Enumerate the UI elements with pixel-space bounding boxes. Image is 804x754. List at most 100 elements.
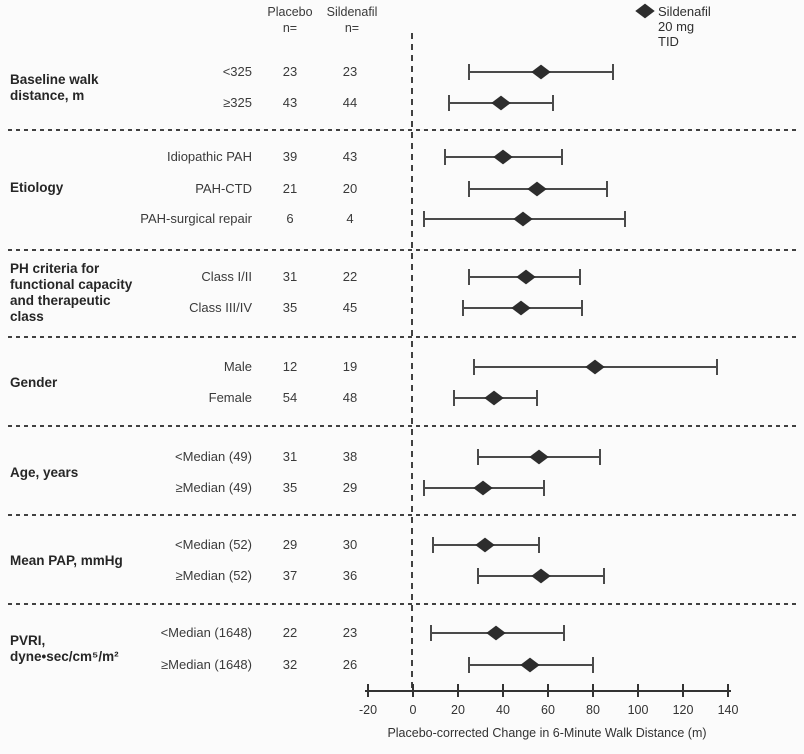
category-label-line: Etiology — [10, 180, 64, 196]
axis-tick-label: 120 — [672, 703, 694, 717]
placebo-n-value: 43 — [282, 95, 298, 110]
diamond-icon — [635, 3, 655, 19]
category-label-line: distance, m — [10, 87, 85, 103]
estimate-diamond-icon — [513, 211, 533, 227]
category-label: PVRI, dyne•sec/cm⁵/m² — [10, 633, 225, 665]
sildenafil-n-label: n= — [344, 21, 360, 35]
ci-cap-right — [580, 300, 583, 316]
ci-cap-right — [551, 95, 554, 111]
ci-cap-left — [468, 269, 471, 285]
placebo-n-label: n= — [282, 21, 298, 35]
ci-cap-right — [542, 480, 545, 496]
category-label-line: Baseline walk — [10, 71, 99, 87]
placebo-n-value: 29 — [282, 537, 298, 552]
sildenafil-n-value: 19 — [342, 359, 358, 374]
section-separator — [8, 603, 798, 605]
subgroup-label: Male — [223, 359, 252, 374]
category-label: Mean PAP, mmHg — [10, 553, 225, 569]
sildenafil-n-value: 22 — [342, 269, 358, 284]
estimate-diamond-icon — [527, 181, 547, 197]
estimate-diamond-icon — [473, 480, 493, 496]
placebo-n-value: 31 — [282, 449, 298, 464]
sildenafil-n-value: 23 — [342, 64, 358, 79]
subgroup-label: Female — [208, 390, 252, 405]
section-separator — [8, 336, 798, 338]
ci-cap-right — [592, 657, 594, 673]
ci-cap-right — [538, 537, 540, 553]
category-label-line: dyne•sec/cm⁵/m² — [10, 649, 119, 664]
estimate-diamond-icon — [484, 390, 504, 406]
placebo-n-value: 22 — [282, 625, 298, 640]
subgroup-label: <Median (52) — [175, 537, 252, 552]
sildenafil-n-value: 38 — [342, 449, 358, 464]
section-separator — [8, 514, 798, 516]
subgroup-label: <Median (49) — [175, 449, 252, 464]
placebo-n-value: 35 — [282, 300, 298, 315]
placebo-n-value: 12 — [282, 359, 298, 374]
ci-cap-right — [605, 181, 608, 197]
section-separator — [8, 425, 798, 427]
ci-cap-left — [448, 95, 450, 111]
zero-reference-line — [411, 33, 413, 691]
placebo-n-value: 54 — [282, 390, 298, 405]
estimate-diamond-icon — [520, 657, 540, 673]
ci-cap-left — [430, 625, 432, 641]
ci-cap-left — [461, 300, 464, 316]
estimate-diamond-icon — [486, 625, 506, 641]
category-label-line: and therapeutic — [10, 292, 111, 308]
estimate-diamond-icon — [491, 95, 511, 111]
ci-cap-right — [603, 568, 606, 584]
axis-tick-label: 60 — [541, 703, 555, 717]
section-separator — [8, 129, 798, 131]
subgroup-label: Idiopathic PAH — [166, 149, 252, 164]
estimate-diamond-icon — [515, 269, 536, 285]
ci-cap-left — [472, 359, 475, 375]
placebo-n-value: 37 — [282, 568, 298, 583]
ci-cap-left — [432, 537, 435, 553]
sildenafil-header-label: Sildenafil — [326, 5, 378, 19]
category-label-line: functional capacity — [10, 276, 133, 292]
sildenafil-n-value: 4 — [346, 211, 354, 226]
sildenafil-n-value: 48 — [342, 390, 358, 405]
axis-tick-label: 140 — [717, 703, 739, 717]
sildenafil-n-value: 23 — [342, 625, 358, 640]
estimate-diamond-icon — [493, 149, 513, 165]
ci-cap-right — [598, 449, 601, 465]
ci-cap-right — [560, 149, 563, 165]
axis-tick-label: -20 — [358, 703, 378, 717]
category-label: Baseline walk distance, m — [10, 72, 225, 104]
subgroup-label: PAH-CTD — [195, 181, 252, 196]
subgroup-label: ≥Median (52) — [175, 568, 252, 583]
category-label-line: PVRI, — [10, 633, 46, 648]
category-label: Age, years — [10, 465, 225, 481]
category-label-line: PH criteria for — [10, 260, 100, 276]
sildenafil-n-value: 30 — [342, 537, 358, 552]
placebo-n-value: 31 — [282, 269, 298, 284]
sildenafil-n-value: 45 — [342, 300, 358, 315]
ci-cap-left — [468, 657, 471, 673]
category-label-line: Age, years — [10, 464, 79, 480]
section-separator — [8, 249, 798, 251]
category-label-line: Gender — [10, 374, 58, 390]
x-axis-title: Placebo-corrected Change in 6-Minute Wal… — [387, 726, 707, 740]
estimate-diamond-icon — [475, 537, 495, 553]
x-axis-line — [365, 690, 731, 692]
ci-cap-right — [715, 359, 718, 375]
placebo-n-value: 21 — [282, 181, 298, 196]
legend-label: Sildenafil 20 mg TID — [658, 4, 711, 49]
placebo-header-label: Placebo — [267, 5, 313, 19]
estimate-diamond-icon — [585, 359, 605, 375]
estimate-diamond-icon — [511, 300, 531, 316]
ci-cap-left — [443, 149, 446, 165]
estimate-diamond-icon — [531, 568, 551, 584]
subgroup-label: <Median (1648) — [160, 625, 252, 640]
category-label: PH criteria for functional capacity and th… — [10, 261, 225, 325]
subgroup-label: ≥Median (1648) — [161, 657, 252, 672]
placebo-n-value: 23 — [282, 64, 298, 79]
estimate-diamond-icon — [531, 64, 551, 80]
subgroup-label: PAH-surgical repair — [140, 211, 252, 226]
ci-cap-right — [562, 625, 565, 641]
ci-cap-left — [452, 390, 455, 406]
placebo-n-value: 35 — [282, 480, 298, 495]
